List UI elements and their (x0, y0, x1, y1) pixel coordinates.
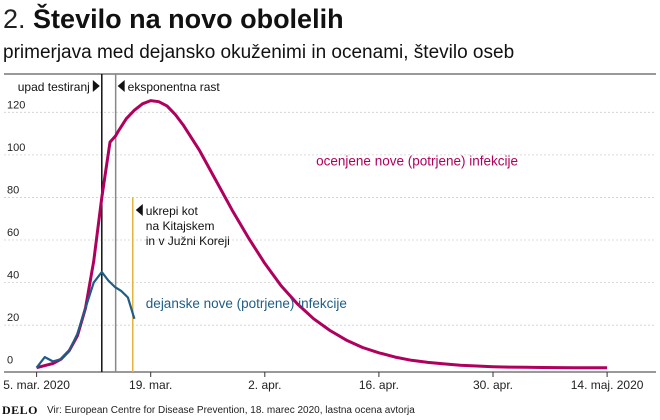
line-chart: 0 20 40 60 80 100 120 5. mar. 2020 19. mar. 2. a… (3, 73, 656, 392)
y-tick-label: 40 (7, 270, 19, 282)
arrow-right-icon (92, 80, 100, 92)
chart-title-text: Število na novo obolelih (33, 4, 344, 34)
annotation-label-upad: upad testiranj (18, 80, 90, 94)
x-tick-label: 5. mar. 2020 (3, 378, 70, 392)
series-label-actual: dejanske nove (potrjene) infekcije (146, 296, 347, 311)
arrow-left-icon (117, 80, 125, 92)
annotation-label-eksponentna: eksponentna rast (128, 80, 221, 94)
plot-bounds (4, 73, 656, 373)
x-axis-ticks: 5. mar. 2020 19. mar. 2. apr. 16. apr. 30. a… (3, 372, 644, 392)
brand-logo: DELO (2, 403, 39, 417)
annotation-labels: ocenjene nove (potrjene) infekcije dejans… (18, 80, 518, 311)
series-label-estimated: ocenjene nove (potrjene) infekcije (316, 154, 518, 169)
x-tick-label: 2. apr. (248, 378, 281, 392)
annotation-label-ukrepi: in v Južni Koreji (146, 234, 230, 248)
x-tick-label: 30. apr. (473, 378, 513, 392)
y-axis-ticks: 0 20 40 60 80 100 120 (7, 99, 25, 366)
chart-number: 2. (3, 4, 26, 34)
series-line-estimated (36, 99, 608, 370)
y-tick-label: 60 (7, 227, 19, 239)
y-tick-label: 100 (7, 142, 25, 154)
y-tick-label: 80 (7, 184, 19, 196)
series-lines (35, 99, 608, 370)
arrow-left-icon (135, 204, 143, 216)
annotation-lines (101, 74, 134, 372)
chart-subtitle: primerjava med dejansko okuženimi in oce… (3, 42, 515, 63)
grid-lines (4, 111, 656, 326)
series-line-actual (35, 270, 136, 369)
x-tick-label: 19. mar. (129, 378, 172, 392)
chart-title: 2. Število na novo obolelih (3, 4, 344, 35)
source-note: Vir: European Centre for Disease Prevent… (47, 405, 415, 416)
x-tick-label: 16. apr. (359, 378, 399, 392)
y-tick-label: 0 (7, 355, 13, 367)
annotation-label-ukrepi: ukrepi kot (146, 204, 199, 218)
y-tick-label: 20 (7, 312, 19, 324)
annotation-label-ukrepi: na Kitajskem (146, 219, 215, 233)
x-tick-label: 14. maj. 2020 (571, 378, 644, 392)
y-tick-label: 120 (7, 99, 25, 111)
